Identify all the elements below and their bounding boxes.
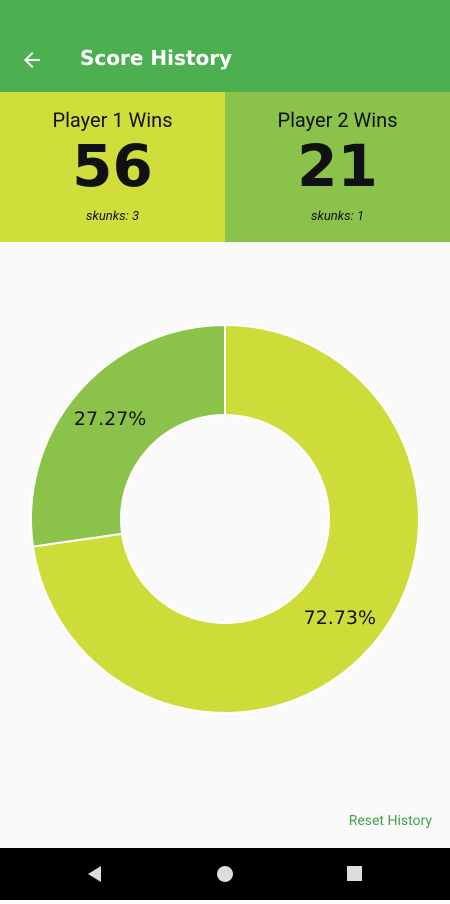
wins: 56	[72, 132, 153, 200]
slice-label: 27.27%	[74, 408, 146, 430]
back-button[interactable]	[20, 48, 44, 72]
donut-slice	[31, 323, 420, 714]
player-panel: Player 2 Wins 21 skunks: 1	[225, 92, 450, 242]
slice-label: 72.73%	[304, 607, 376, 629]
player-label: Player 2 Wins	[277, 108, 398, 132]
player-panel: Player 1 Wins 56 skunks: 3	[0, 92, 225, 242]
skunks: skunks: 1	[310, 209, 365, 224]
app-bar: Score History	[0, 0, 450, 92]
nav-back[interactable]	[88, 866, 101, 882]
nav-bar	[0, 848, 450, 900]
donut-slice	[30, 323, 226, 548]
nav-recent[interactable]	[347, 866, 362, 881]
wins: 21	[297, 132, 378, 200]
app-title: Score History	[80, 46, 233, 70]
nav-icons	[88, 866, 362, 882]
nav-home[interactable]	[217, 866, 233, 882]
skunks: skunks: 3	[85, 209, 140, 224]
donut-chart: 72.73% 27.27%	[30, 323, 420, 714]
reset-button[interactable]: Reset History	[348, 813, 432, 829]
player-label: Player 1 Wins	[52, 108, 173, 132]
